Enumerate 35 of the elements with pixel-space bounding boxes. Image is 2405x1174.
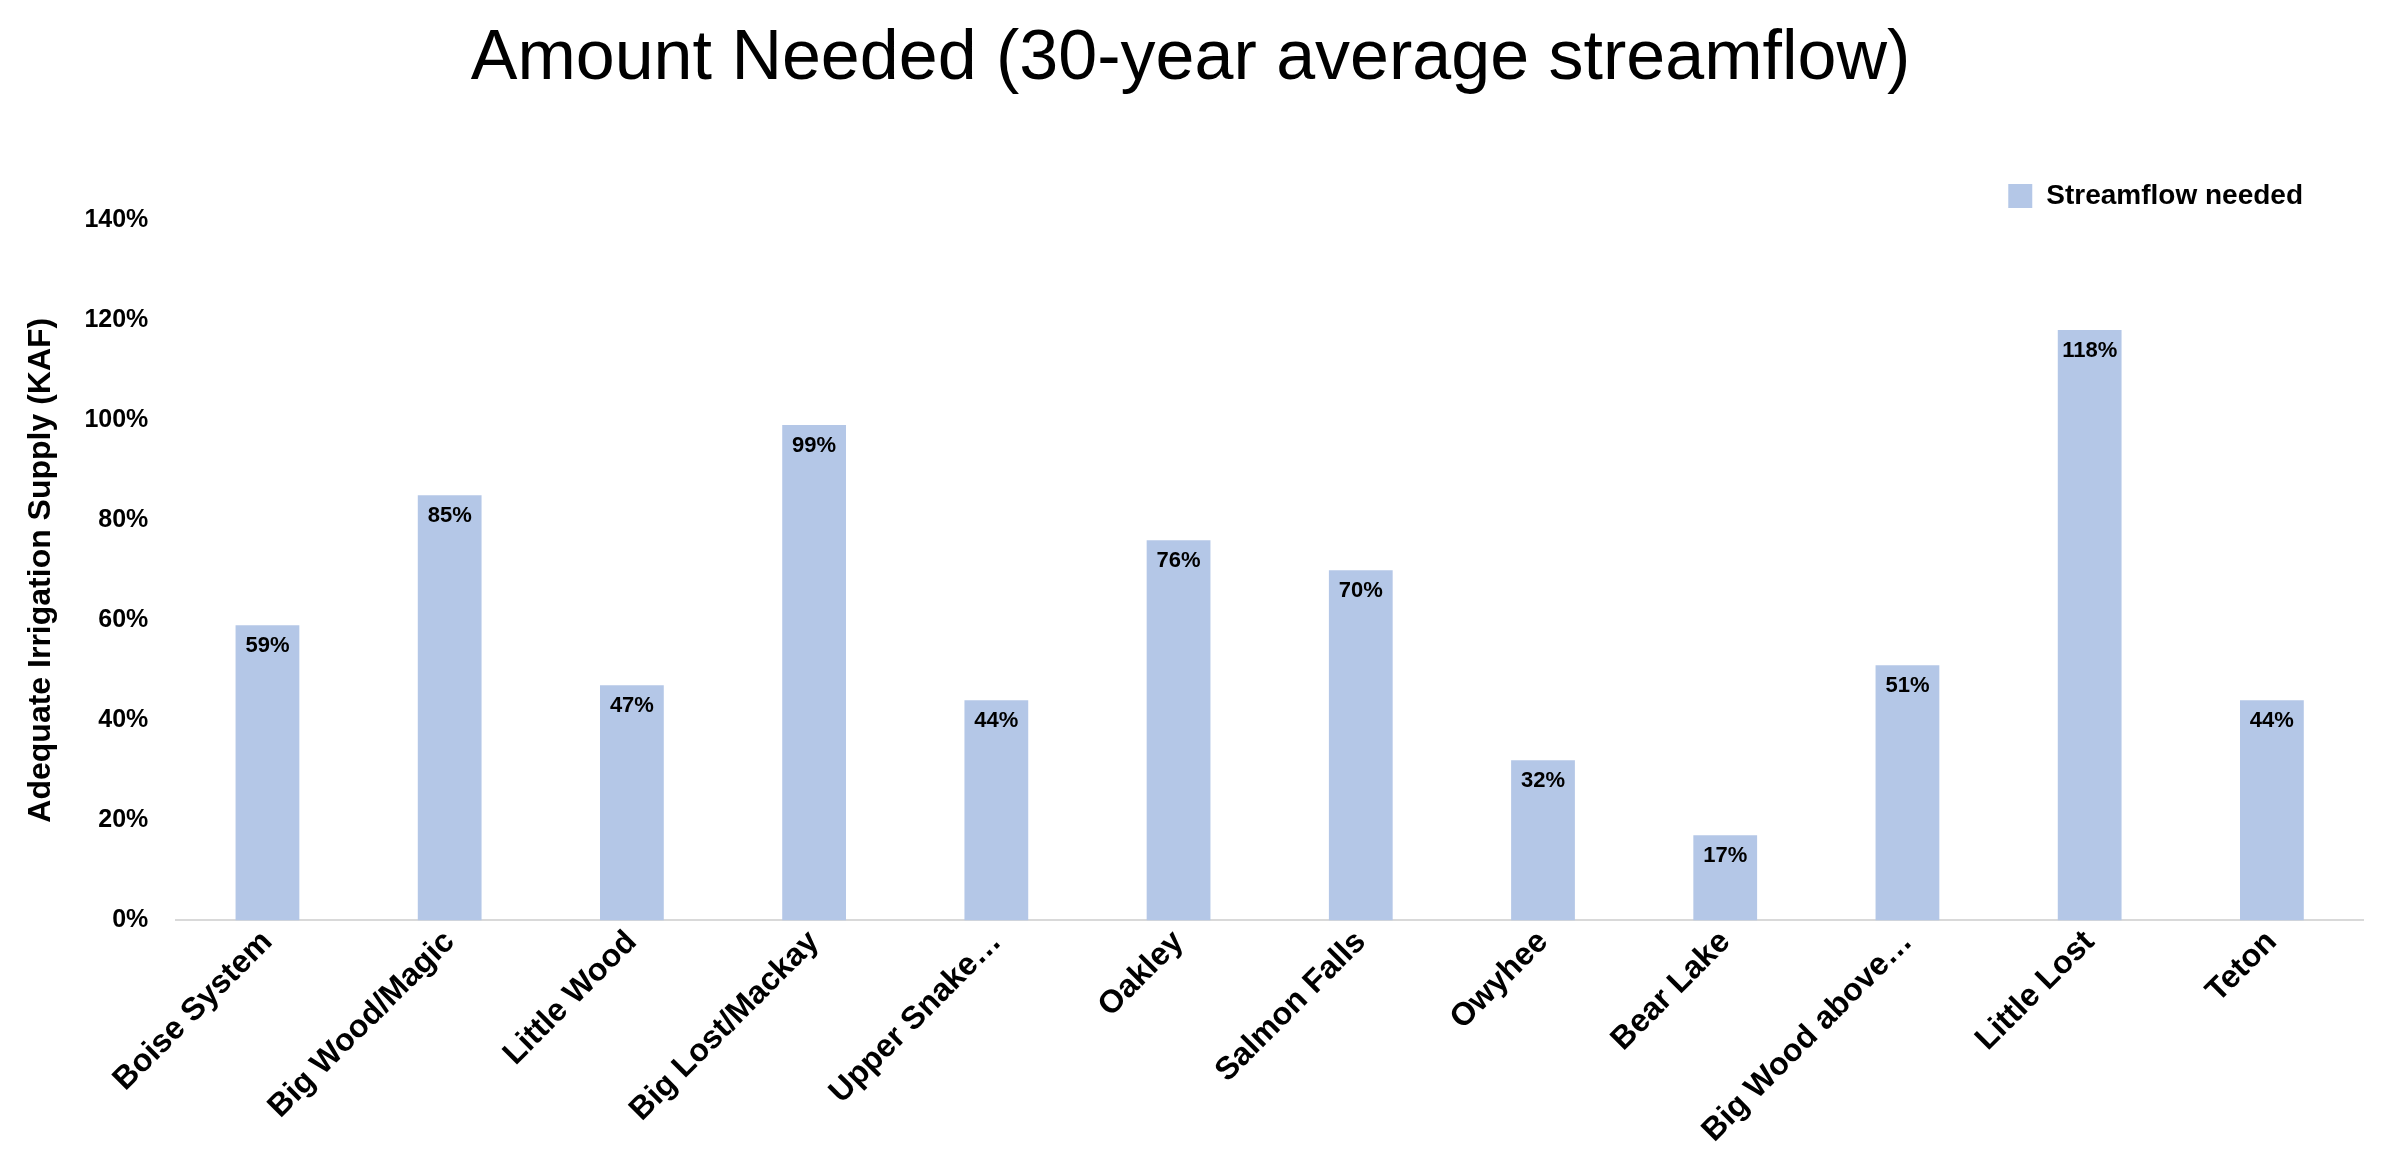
bar [600,685,664,921]
text: 44% [2249,707,2294,733]
legend-label: Streamflow needed [2046,178,2303,210]
text: 59% [245,632,290,658]
y-tick-label: 40% [98,704,149,733]
bar [1511,760,1575,921]
text: 76% [1156,547,1201,573]
text: 70% [1338,577,1383,603]
text: 85% [427,502,472,528]
text: 47% [609,692,654,718]
bar [1328,570,1393,921]
bar [2240,700,2304,921]
bar [964,700,1029,921]
text: 118% [2062,337,2118,363]
bar [1693,835,1758,921]
bar [2057,330,2122,921]
bar [1146,540,1211,921]
chart-title: Amount Needed (30-year average streamflow) [470,16,1911,95]
bar [782,425,847,921]
text: 44% [974,707,1019,733]
bar [1875,665,1940,921]
bar [417,495,482,921]
y-tick-label: 140% [84,203,149,232]
bar [235,625,300,921]
y-tick-label: 100% [84,404,149,432]
text: 17% [1703,842,1748,868]
y-tick-label: 20% [98,804,149,833]
text: 99% [792,432,837,458]
y-tick-label: 120% [84,303,149,332]
y-tick-label: 60% [98,604,149,633]
text: 32% [1520,767,1566,793]
y-tick-label: 80% [98,504,149,533]
text: 51% [1885,672,1930,698]
y-tick-label: 0% [112,904,149,933]
y-axis-title: Adequate Irrigation Supply (KAF) [21,317,58,823]
